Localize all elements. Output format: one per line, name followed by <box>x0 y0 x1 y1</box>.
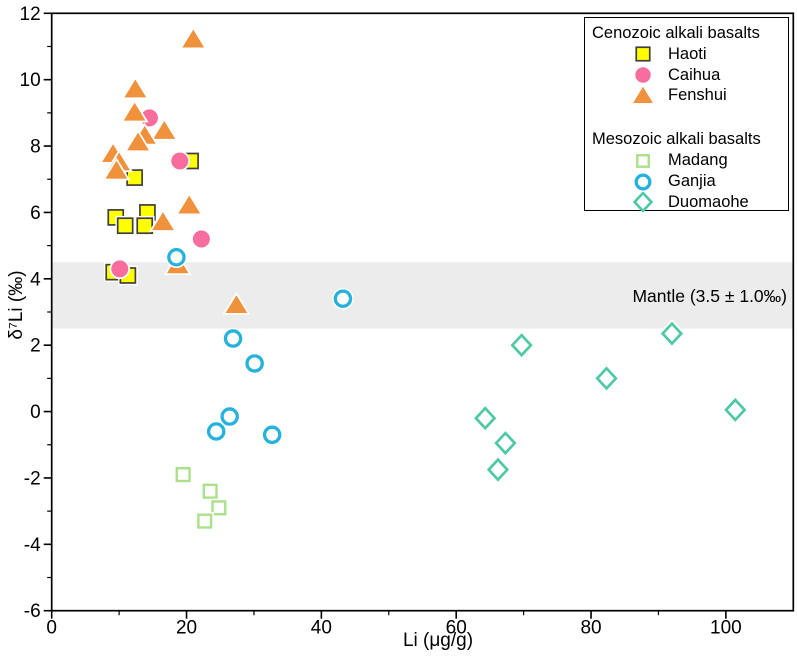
point-ganjia <box>243 352 266 375</box>
y-tick-label: -6 <box>24 601 41 622</box>
series-ganjia <box>165 246 354 446</box>
point-duomaohe <box>472 404 499 433</box>
y-tick-label: 2 <box>30 336 41 357</box>
y-axis-title: δ⁷Li (‰) <box>6 270 27 340</box>
axis-ticks: 0 20 40 60 80 100 -6 -4 -2 0 2 4 6 8 10 12 <box>20 4 742 639</box>
point-duomaohe <box>492 428 519 458</box>
point-fenshui <box>148 208 177 232</box>
legend-item-haoti: Haoti <box>585 44 788 65</box>
legend-label-fenshui: Fenshui <box>668 86 727 105</box>
point-haoti <box>134 215 155 236</box>
point-madang <box>201 482 220 501</box>
series-haoti <box>103 151 201 286</box>
legend-item-ganjia: Ganjia <box>585 171 788 192</box>
point-fenshui <box>120 99 149 123</box>
legend-label-duomaohe: Duomaohe <box>668 192 749 211</box>
square-marker-icon <box>636 153 650 168</box>
x-tick-label: 0 <box>46 618 57 639</box>
x-tick-label: 20 <box>176 618 197 639</box>
legend-item-fenshui: Fenshui <box>585 86 788 107</box>
legend-label-madang: Madang <box>668 151 728 170</box>
point-fenshui <box>102 157 131 181</box>
point-fenshui <box>222 291 251 315</box>
y-tick-label: 4 <box>30 269 41 290</box>
point-ganjia <box>218 405 241 428</box>
point-ganjia <box>332 287 354 310</box>
point-duomaohe <box>593 364 620 393</box>
point-haoti <box>115 215 135 236</box>
point-caihua <box>169 150 191 172</box>
point-fenshui <box>150 117 179 141</box>
y-tick-label: -2 <box>24 468 41 489</box>
y-tick-label: 12 <box>20 4 41 25</box>
plot-frame <box>50 12 795 612</box>
point-fenshui <box>123 129 153 153</box>
x-tick-label: 80 <box>580 618 601 639</box>
point-caihua <box>191 228 212 250</box>
y-tick-label: 10 <box>20 70 41 91</box>
legend-item-duomaohe: Duomaohe <box>585 192 788 213</box>
circle-marker-icon <box>635 67 651 83</box>
point-fenshui <box>179 26 208 50</box>
data-points <box>99 26 749 531</box>
series-duomaohe <box>472 319 749 484</box>
legend-item-caihua: Caihua <box>585 65 788 86</box>
legend-item-madang: Madang <box>585 150 788 171</box>
point-ganjia <box>261 424 283 446</box>
point-caihua <box>109 258 131 280</box>
diamond-marker-icon <box>632 192 654 213</box>
point-duomaohe <box>508 331 535 360</box>
legend-label-haoti: Haoti <box>668 44 707 63</box>
y-tick-label: 8 <box>30 137 41 158</box>
y-tick-label: 6 <box>30 203 41 224</box>
x-axis-title: Li (μg/g) <box>402 630 474 651</box>
point-duomaohe <box>658 319 686 348</box>
point-fenshui <box>175 192 204 216</box>
circle-marker-icon <box>634 173 652 191</box>
point-ganjia <box>222 327 244 350</box>
x-tick-label: 40 <box>311 618 332 639</box>
point-ganjia <box>205 420 227 443</box>
point-ganjia <box>165 246 188 268</box>
mantle-band-label: Mantle (3.5 ± 1.0‰) <box>632 286 787 306</box>
legend-group-title-cenozoic: Cenozoic alkali basalts <box>592 24 760 42</box>
legend-label-ganjia: Ganjia <box>668 172 716 191</box>
legend-group-title-mesozoic: Mesozoic alkali basalts <box>592 130 761 149</box>
point-duomaohe <box>484 455 512 484</box>
square-marker-icon <box>635 46 651 62</box>
y-tick-label: -4 <box>24 535 41 556</box>
point-madang <box>195 512 214 531</box>
series-madang <box>174 465 228 531</box>
x-tick-label: 60 <box>446 618 467 639</box>
y-tick-label: 0 <box>30 402 41 423</box>
legend-gap <box>585 106 788 128</box>
point-madang <box>209 498 228 517</box>
point-duomaohe <box>722 395 749 425</box>
legend-items-mesozoic: Madang Ganjia Duomaohe <box>585 150 788 213</box>
point-fenshui <box>121 76 150 100</box>
legend-label-caihua: Caihua <box>668 65 721 84</box>
legend: Cenozoic alkali basalts Haoti Caihua Fensh… <box>584 17 789 213</box>
point-haoti <box>124 167 145 188</box>
point-madang <box>174 465 193 484</box>
legend-items-cenozoic: Haoti Caihua Fenshui <box>585 44 788 106</box>
triangle-marker-icon <box>633 86 653 103</box>
x-tick-label: 100 <box>710 618 742 639</box>
